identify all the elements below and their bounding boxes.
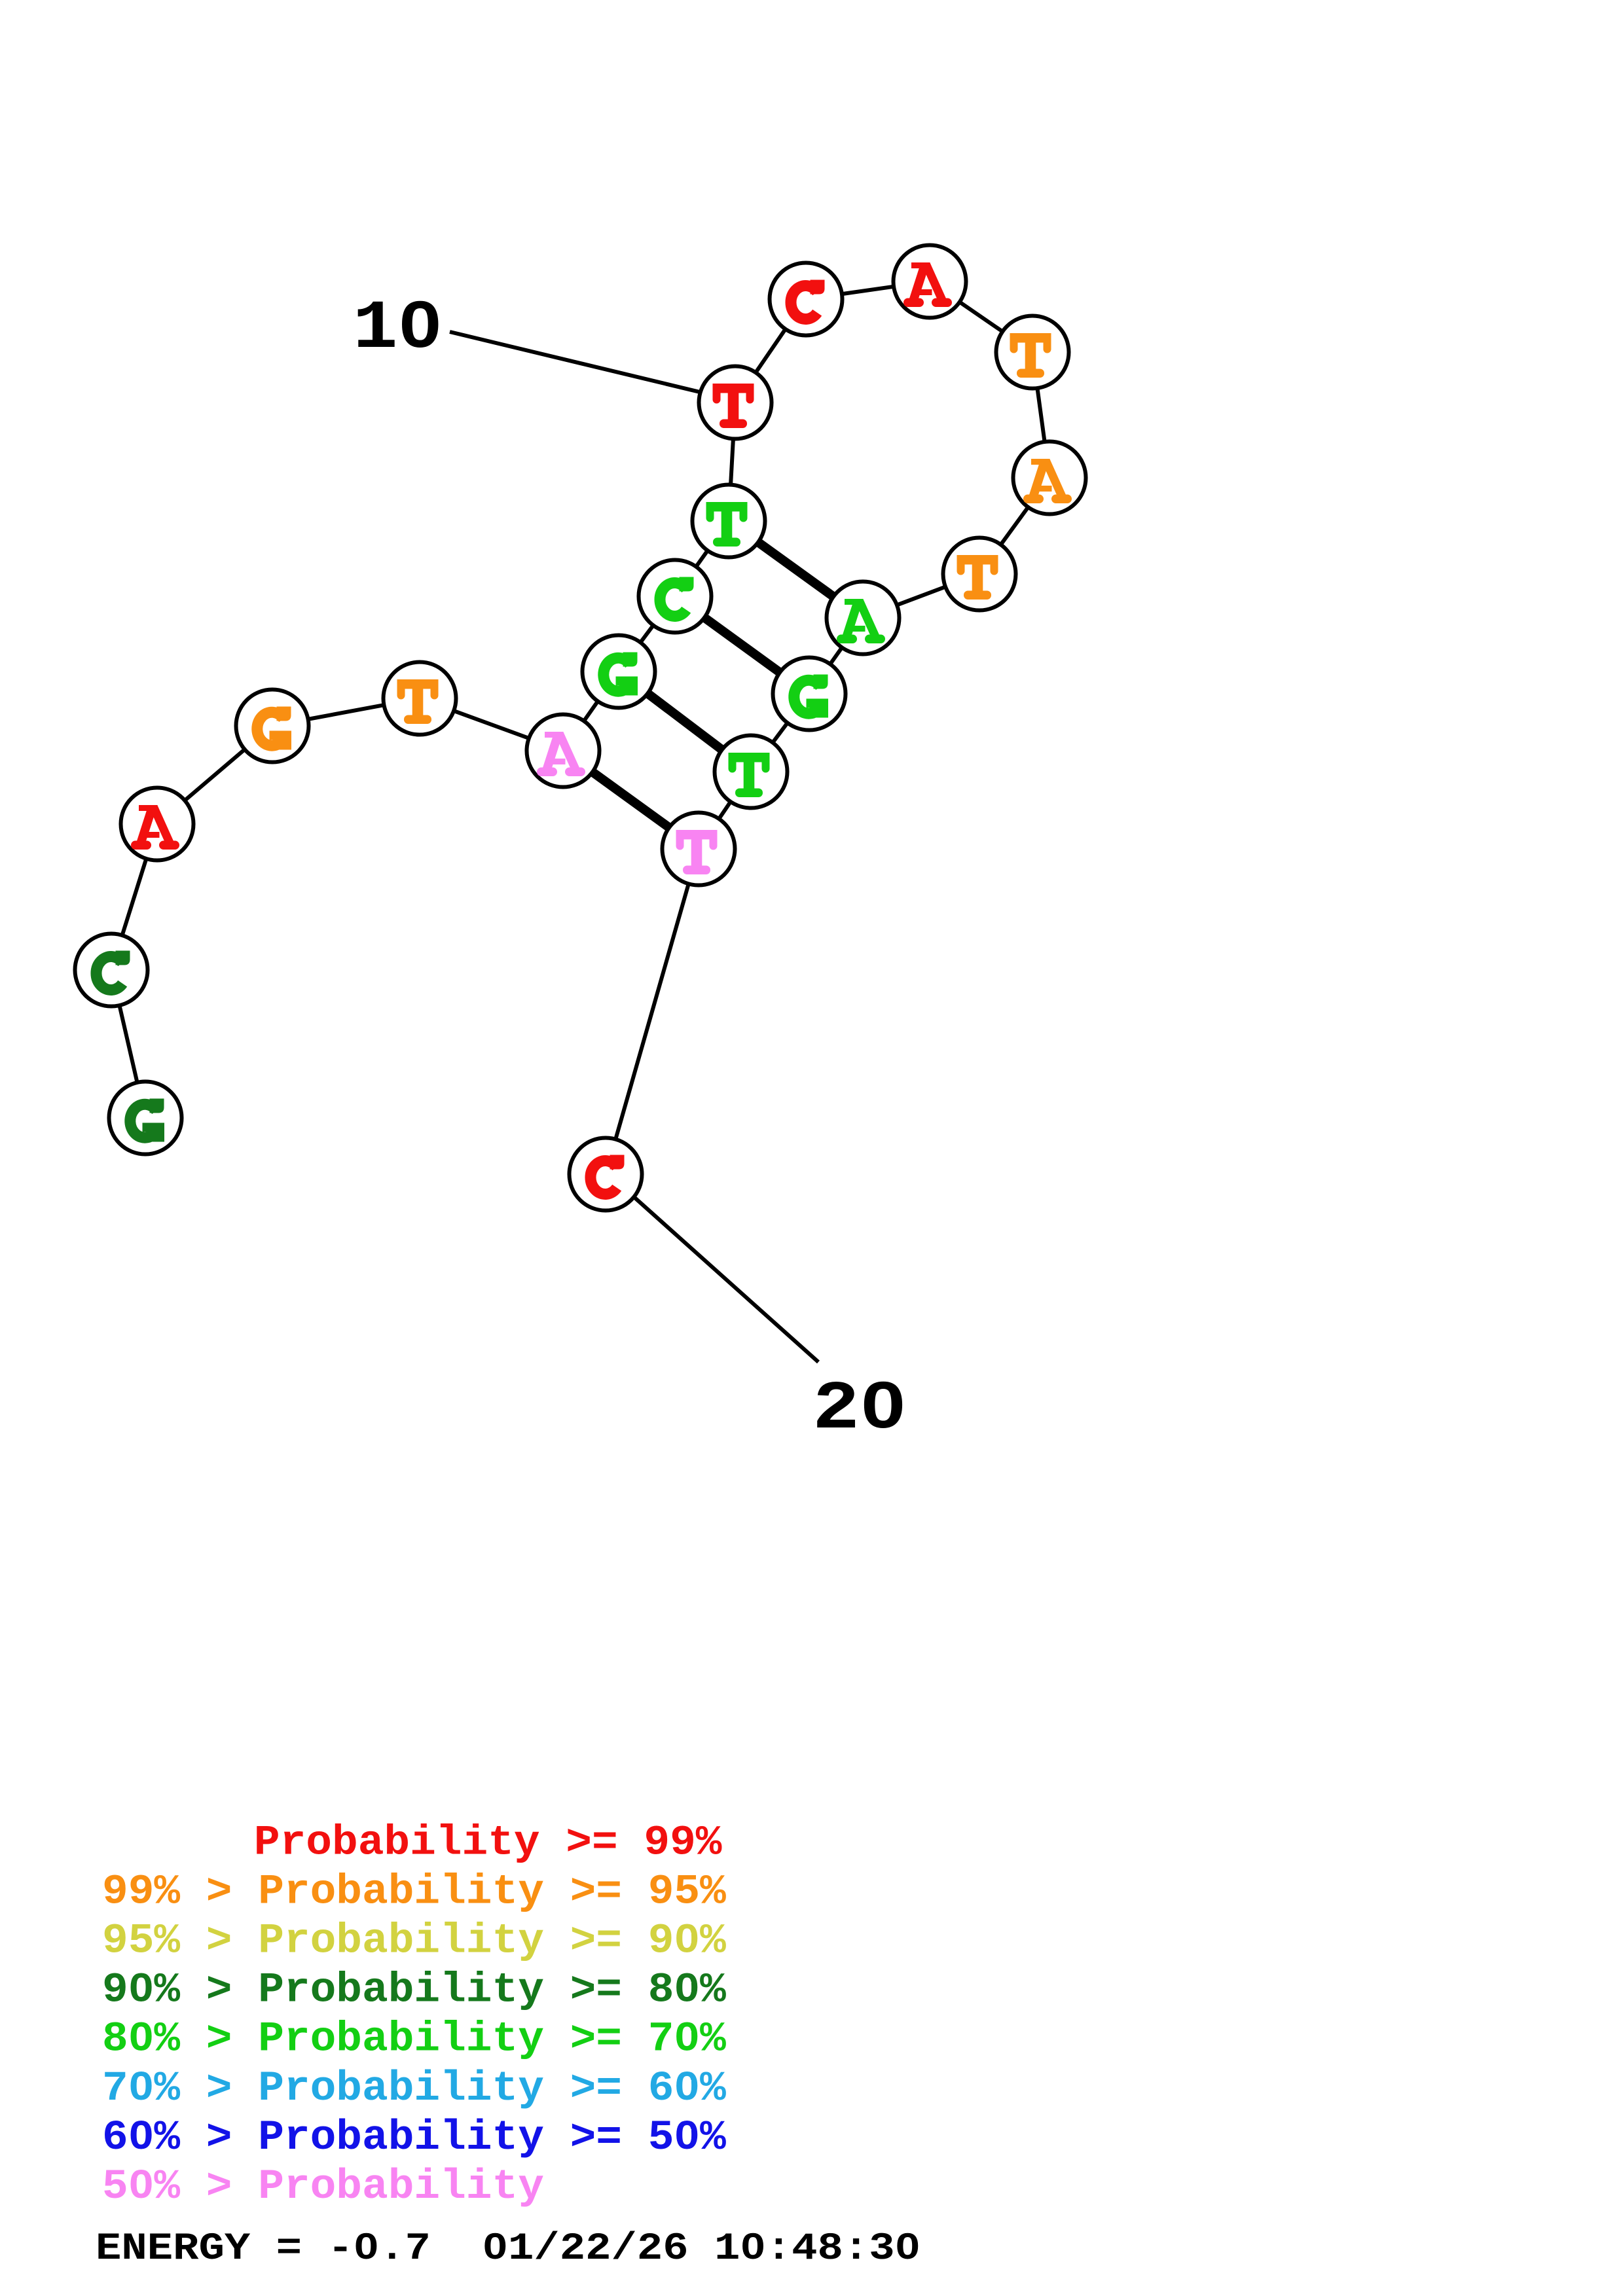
svg-text:10: 10 xyxy=(353,290,443,368)
svg-text:80% > Probability >= 70%: 80% > Probability >= 70% xyxy=(102,2017,726,2064)
svg-text:ENERGY = -0.7 01/22/26 10:48:: ENERGY = -0.7 01/22/26 10:48:30 xyxy=(96,2228,921,2270)
svg-text:60% > Probability >= 50%: 60% > Probability >= 50% xyxy=(102,2115,726,2162)
svg-text:Probability >= 99%: Probability >= 99% xyxy=(254,1820,722,1867)
svg-text:20: 20 xyxy=(812,1371,907,1448)
svg-text:99% > Probability >= 95%: 99% > Probability >= 95% xyxy=(102,1869,726,1916)
svg-text:95% > Probability >= 90%: 95% > Probability >= 90% xyxy=(102,1918,726,1965)
svg-text:50% > Probability: 50% > Probability xyxy=(102,2164,544,2211)
svg-text:70% > Probability >= 60%: 70% > Probability >= 60% xyxy=(102,2066,726,2113)
svg-text:90% > Probability >= 80%: 90% > Probability >= 80% xyxy=(102,1967,726,2015)
